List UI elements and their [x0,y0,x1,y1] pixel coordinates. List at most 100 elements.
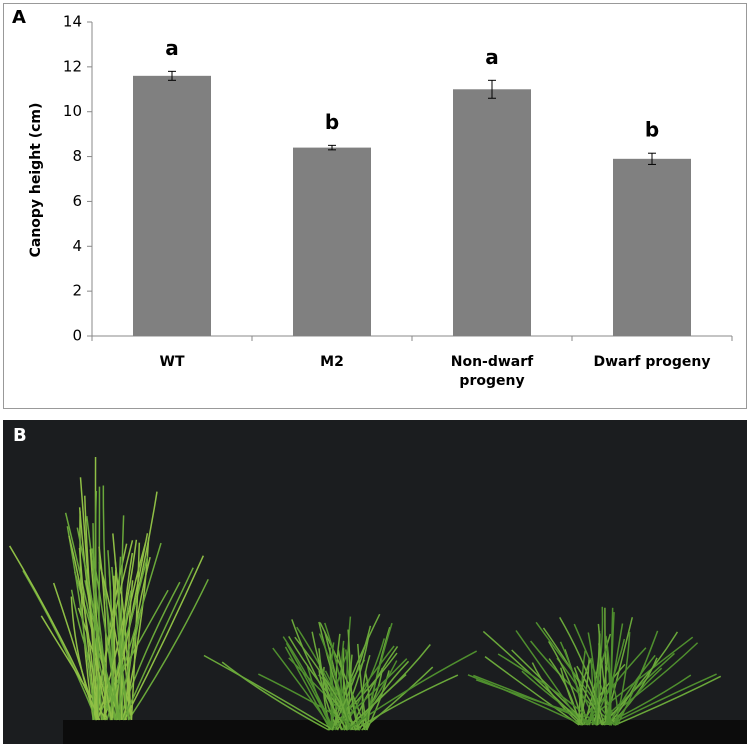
grass-blade [282,636,335,731]
grass-blade [52,582,98,721]
grass-blade [604,663,619,726]
grass-blade [605,623,624,726]
grass-blade [318,621,352,731]
x-tick-label: WT [159,354,185,370]
grass-blade [616,630,659,726]
grass-blade [587,632,598,726]
grass-blade [596,623,602,726]
x-tick-label: M2 [320,354,344,370]
pot-tray [63,720,747,744]
grass-blade [285,642,334,731]
grass-blade [92,540,134,721]
bar [613,158,691,336]
bar [133,75,211,336]
chart: A Canopy height (cm) 0 2 4 6 8 10 12 14 a b a b [3,3,747,409]
grass-blade [123,555,205,721]
grass-blade [318,633,352,731]
grass-blade [576,665,603,726]
grass-blade [118,556,130,721]
significance-letter: a [165,36,179,60]
significance-letter: b [325,110,339,134]
grass [8,457,722,731]
grass-blade [361,666,434,731]
y-tick-label: 10 [63,102,82,120]
grass-blade [331,625,372,731]
grass-blade [573,667,584,726]
grass-blade [515,630,583,726]
grass-blade [467,674,583,726]
grass-blade [68,535,98,721]
grass-blade [473,674,598,726]
grass-blade [337,649,354,731]
grass-blade [272,647,334,731]
grass-blade [605,635,611,726]
y-tick-label: 12 [63,57,82,75]
y-tick-label: 8 [72,147,82,165]
grass-blade [79,477,99,721]
grass-blade [601,631,679,726]
grass-blade [106,542,162,721]
grass-blade [311,631,343,731]
grass-blade [352,660,398,731]
grass-blade [8,545,101,721]
grass-blade [357,643,368,731]
x-tick-label: Dwarf progeny [593,354,711,370]
panel-label: A [12,7,26,28]
grass-blade [318,670,339,731]
grass-blade [115,611,142,721]
grass-blade [354,674,459,731]
grass-blade [331,658,408,731]
bar [453,89,531,337]
y-tick-label: 6 [72,192,82,210]
grass-blade [535,621,615,726]
grass-blade [91,548,119,721]
grass-blade [122,567,194,721]
grass-blade [203,654,334,731]
grass-blade [76,527,117,721]
grass-blade [604,607,609,726]
error-bar [328,144,336,151]
grass-blade [346,650,478,731]
grass-blade [221,661,330,731]
grass-blade [578,659,592,726]
error-bar [648,152,656,165]
error-bar [168,70,176,81]
grass-blade [608,654,656,726]
grass-blade [22,570,97,721]
y-tick-label: 2 [72,282,82,300]
panel-label: B [13,425,27,446]
y-tick-label: 0 [72,327,82,345]
error-bar [488,79,496,99]
grass-blade [366,670,390,731]
significance-letter: b [645,118,659,142]
grass-blade [614,675,722,726]
grass-blade [291,619,348,731]
grass-blade [354,668,383,731]
significance-letter: a [485,45,499,69]
grass-blade [350,645,399,731]
grass-blade [529,640,616,726]
grass-blade [587,606,604,726]
grass-blade [590,657,594,726]
y-tick-label: 14 [63,13,82,31]
grass-blade [98,561,127,721]
grass-blade [97,539,138,721]
grass-blade [559,641,585,726]
grass-blade [97,486,101,721]
y-axis-label: Canopy height (cm) [28,103,44,258]
grass-blade [94,491,103,721]
grass-blade [591,647,609,726]
grass-blade [614,631,631,726]
grass-blade [609,612,615,726]
grass-blade [364,671,370,731]
y-tick-label: 4 [72,237,82,255]
grass-blade [119,590,132,721]
photo: B [3,420,747,744]
grass-blade [497,653,598,726]
grass-blade [484,656,580,726]
bar [293,147,371,336]
grass-blade [92,523,95,721]
grass-blade [284,646,331,731]
grass-blade [548,640,583,726]
